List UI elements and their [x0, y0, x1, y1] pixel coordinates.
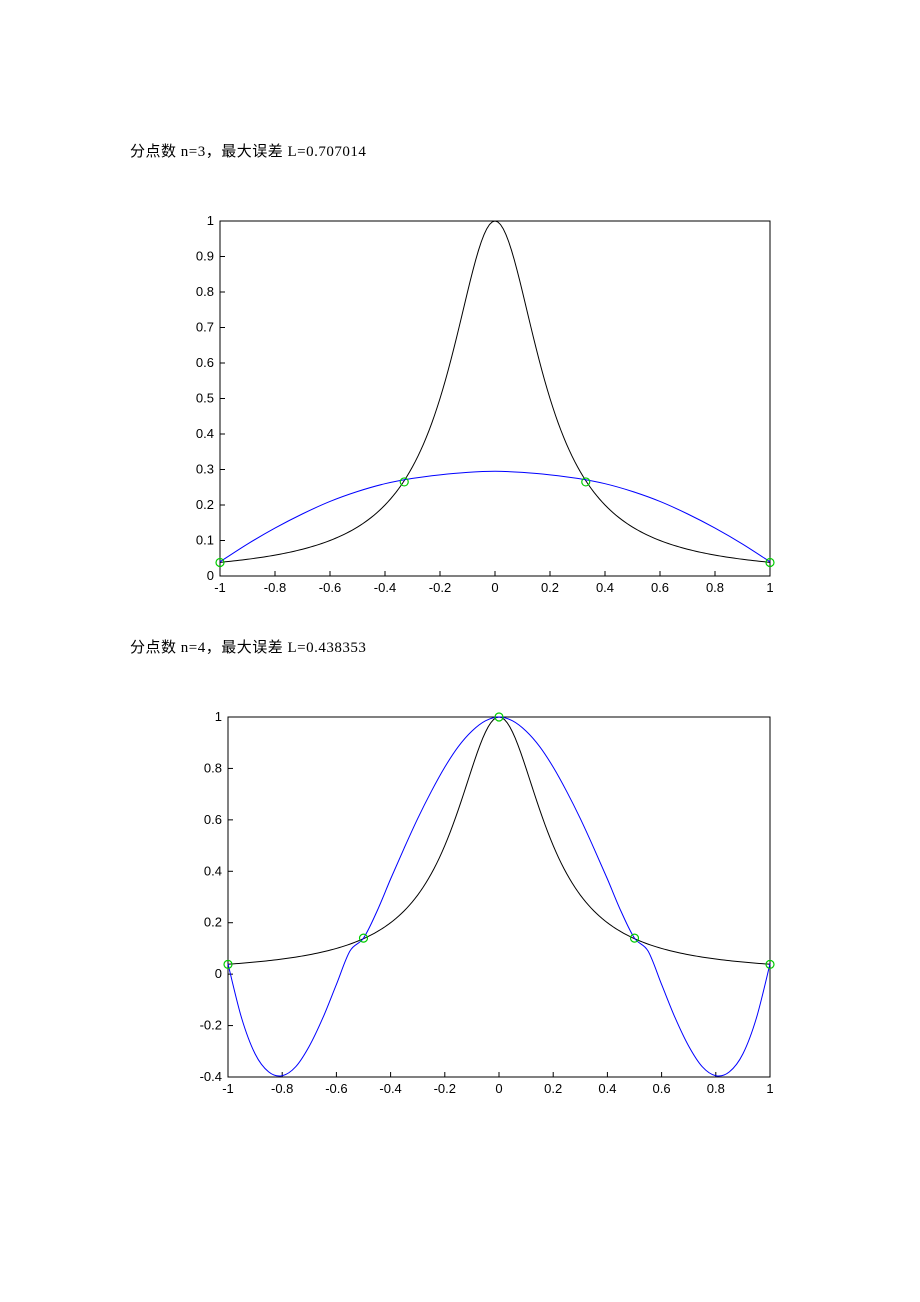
x-tick-label: 0.6	[653, 1081, 671, 1096]
x-tick-label: -0.4	[374, 580, 396, 595]
y-tick-label: 0.4	[196, 426, 214, 441]
y-tick-label: 0.8	[204, 760, 222, 775]
caption-n3: 分点数 n=3，最大误差 L=0.707014	[130, 140, 790, 161]
x-tick-label: -1	[214, 580, 226, 595]
runge-curve	[228, 717, 770, 964]
x-tick-label: -0.4	[379, 1081, 401, 1096]
x-tick-label: -0.8	[264, 580, 286, 595]
y-tick-label: -0.2	[200, 1018, 222, 1033]
x-tick-label: -0.6	[319, 580, 341, 595]
y-tick-label: 0.6	[204, 812, 222, 827]
node-marker	[400, 478, 408, 486]
y-tick-label: 1	[215, 709, 222, 724]
axis-box	[220, 221, 770, 576]
chart-n4: -1 -0.8 -0.6 -0.4 -0.2 0 0.2 0.4 0.6 0.8 1 -0.4 -0.2…	[180, 707, 790, 1102]
y-tick-label: 1	[207, 213, 214, 228]
caption-n4: 分点数 n=4，最大误差 L=0.438353	[130, 636, 790, 657]
x-tick-label: 1	[766, 580, 773, 595]
interp-curve	[220, 471, 770, 562]
y-tick-label: 0.4	[204, 863, 222, 878]
y-tick-label: 0.6	[196, 355, 214, 370]
x-tick-label: -0.6	[325, 1081, 347, 1096]
x-tick-label: 0	[495, 1081, 502, 1096]
chart-n4-svg: -1 -0.8 -0.6 -0.4 -0.2 0 0.2 0.4 0.6 0.8 1 -0.4 -0.2…	[180, 707, 780, 1102]
y-tick-label: 0	[207, 568, 214, 583]
document-page: 分点数 n=3，最大误差 L=0.707014 -1 -0.8 -0.6 -0.4 -0…	[0, 0, 920, 1197]
x-tick-label: 1	[766, 1081, 773, 1096]
y-tick-label: 0.3	[196, 462, 214, 477]
runge-curve	[220, 221, 770, 562]
y-tick-label: 0.2	[196, 497, 214, 512]
interp-curve	[228, 717, 770, 1076]
chart-n3-svg: -1 -0.8 -0.6 -0.4 -0.2 0 0.2 0.4 0.6 0.8 1 0 0.1 0.2 0…	[180, 211, 780, 601]
x-tick-label: -0.8	[271, 1081, 293, 1096]
chart-n3: -1 -0.8 -0.6 -0.4 -0.2 0 0.2 0.4 0.6 0.8 1 0 0.1 0.2 0…	[180, 211, 790, 601]
x-tick-label: 0.8	[706, 580, 724, 595]
axis-box	[228, 717, 770, 1077]
y-tick-label: 0.1	[196, 533, 214, 548]
x-tick-label: 0.4	[596, 580, 614, 595]
y-tick-label: 0.9	[196, 249, 214, 264]
x-tick-label: 0.4	[598, 1081, 616, 1096]
y-tick-label: -0.4	[200, 1069, 222, 1084]
y-tick-label: 0	[215, 966, 222, 981]
x-tick-label: -0.2	[434, 1081, 456, 1096]
node-marker	[582, 478, 590, 486]
y-tick-label: 0.2	[204, 915, 222, 930]
x-tick-label: -1	[222, 1081, 234, 1096]
y-tick-label: 0.8	[196, 284, 214, 299]
y-tick-label: 0.5	[196, 391, 214, 406]
x-tick-label: 0	[491, 580, 498, 595]
y-tick-label: 0.7	[196, 320, 214, 335]
x-tick-label: 0.2	[544, 1081, 562, 1096]
x-tick-label: 0.8	[707, 1081, 725, 1096]
x-tick-label: 0.6	[651, 580, 669, 595]
x-tick-label: -0.2	[429, 580, 451, 595]
x-tick-label: 0.2	[541, 580, 559, 595]
